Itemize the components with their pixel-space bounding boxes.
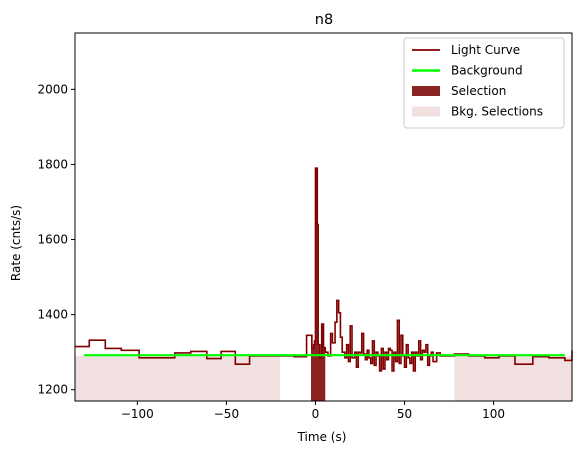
y-tick-label: 1200 xyxy=(37,383,68,397)
x-tick-label: 50 xyxy=(397,407,412,421)
plot-frame xyxy=(74,32,573,402)
chart-title: n8 xyxy=(315,12,333,28)
legend-label-selection: Selection xyxy=(451,84,506,98)
x-tick-label: −100 xyxy=(121,407,154,421)
x-tick-label: 100 xyxy=(482,407,505,421)
x-tick-label: −50 xyxy=(214,407,239,421)
y-tick-label: 1400 xyxy=(37,308,68,322)
legend-swatch-bkg_selection xyxy=(412,106,440,117)
y-tick-label: 1600 xyxy=(37,233,68,247)
legend-label-light_curve: Light Curve xyxy=(451,43,520,57)
y-tick-label: 1800 xyxy=(37,157,68,171)
y-tick-label: 2000 xyxy=(37,82,68,96)
x-tick-label: 0 xyxy=(312,407,320,421)
x-axis-title: Time (s) xyxy=(297,430,347,444)
legend: Light Curve Background Selection Bkg. Selec… xyxy=(403,37,565,129)
bkg-selection-region xyxy=(454,355,572,401)
legend-swatch-selection xyxy=(412,86,440,96)
light-curve-line xyxy=(75,167,573,372)
light-curve-series xyxy=(75,167,573,372)
x-axis-ticks: −100 −50 0 50 100 xyxy=(121,401,505,421)
y-axis-ticks: 1200 1400 1600 1800 2000 xyxy=(37,82,75,397)
legend-label-bkg_selection: Bkg. Selections xyxy=(451,105,543,119)
y-axis-title: Rate (cnts/s) xyxy=(9,205,23,281)
legend-box xyxy=(403,37,565,129)
legend-label-background: Background xyxy=(451,64,523,78)
